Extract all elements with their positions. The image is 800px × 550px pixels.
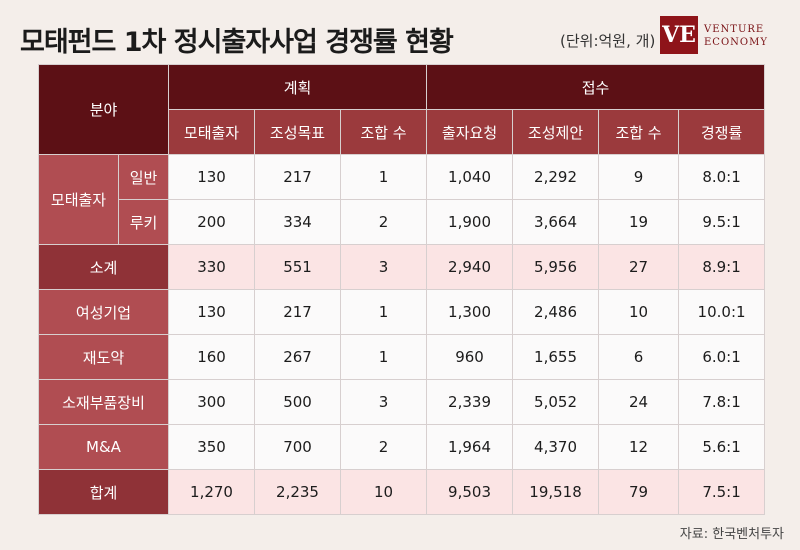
col-header: 조성제안 [512, 109, 600, 155]
logo-text-line1: VENTURE [704, 24, 765, 35]
table-cell: 2,292 [512, 154, 600, 200]
table-cell: 1,040 [426, 154, 514, 200]
table-cell: 1 [340, 334, 428, 380]
row-label: 일반 [117, 154, 170, 200]
table-cell: 19 [598, 199, 680, 245]
col-header: 조성목표 [254, 109, 342, 155]
table-row: 재도약 160 267 1 960 1,655 6 6.0:1 [37, 334, 766, 380]
table-cell: 24 [598, 379, 680, 425]
table-cell: 1,964 [426, 424, 514, 470]
table-cell: 27 [598, 244, 680, 290]
table-cell: 1,900 [426, 199, 514, 245]
table-cell: 2,339 [426, 379, 514, 425]
table-cell: 9.5:1 [678, 199, 766, 245]
table-cell: 160 [168, 334, 256, 380]
row-label: 재도약 [37, 334, 170, 380]
table-cell: 3 [340, 244, 428, 290]
table-cell: 130 [168, 154, 256, 200]
table-cell: 19,518 [512, 469, 600, 515]
table-cell: 12 [598, 424, 680, 470]
table-cell: 10.0:1 [678, 289, 766, 335]
row-label: M&A [37, 424, 170, 470]
row-label: 루키 [117, 199, 170, 245]
table-cell: 79 [598, 469, 680, 515]
logo-text-line2: ECONOMY [704, 37, 768, 48]
table-cell: 10 [598, 289, 680, 335]
table-cell: 2 [340, 424, 428, 470]
table-cell: 3,664 [512, 199, 600, 245]
row-label: 소재부품장비 [37, 379, 170, 425]
table-cell: 10 [340, 469, 428, 515]
col-header: 조합 수 [340, 109, 428, 155]
table-cell: 6 [598, 334, 680, 380]
table-cell: 8.9:1 [678, 244, 766, 290]
table-row: 소재부품장비 300 500 3 2,339 5,052 24 7.8:1 [37, 379, 766, 425]
table-cell: 1 [340, 154, 428, 200]
table-cell: 217 [254, 154, 342, 200]
table-cell: 960 [426, 334, 514, 380]
plan-header: 계획 [168, 64, 428, 110]
competition-rate-table: 분야 계획 접수 모태출자 조성목표 조합 수 출자요청 조성제안 조합 수 경… [37, 64, 766, 515]
table-cell: 130 [168, 289, 256, 335]
table-cell: 551 [254, 244, 342, 290]
table-cell: 700 [254, 424, 342, 470]
col-header: 조합 수 [598, 109, 680, 155]
table-cell: 217 [254, 289, 342, 335]
table-cell: 1,300 [426, 289, 514, 335]
table-cell: 2,235 [254, 469, 342, 515]
row-label: 합계 [37, 469, 170, 515]
row-label: 소계 [37, 244, 170, 290]
table-row: 소계 330 551 3 2,940 5,956 27 8.9:1 [37, 244, 766, 290]
table-row: 여성기업 130 217 1 1,300 2,486 10 10.0:1 [37, 289, 766, 335]
logo-mark: VE [660, 16, 698, 54]
field-header: 분야 [37, 64, 170, 155]
receipt-header: 접수 [426, 64, 766, 110]
table-cell: 5,956 [512, 244, 600, 290]
table-cell: 1,270 [168, 469, 256, 515]
table-cell: 334 [254, 199, 342, 245]
table-cell: 350 [168, 424, 256, 470]
table-cell: 9 [598, 154, 680, 200]
table-cell: 8.0:1 [678, 154, 766, 200]
table-cell: 300 [168, 379, 256, 425]
table-cell: 1,655 [512, 334, 600, 380]
table-row: M&A 350 700 2 1,964 4,370 12 5.6:1 [37, 424, 766, 470]
col-header: 모태출자 [168, 109, 256, 155]
unit-label: (단위:억원, 개) [560, 32, 656, 50]
page-title: 모태펀드 1차 정시출자사업 경쟁률 현황 [20, 27, 454, 58]
table-cell: 7.5:1 [678, 469, 766, 515]
header: 모태펀드 1차 정시출자사업 경쟁률 현황 (단위:억원, 개) VE VENT… [20, 12, 780, 60]
table-cell: 4,370 [512, 424, 600, 470]
table-cell: 6.0:1 [678, 334, 766, 380]
venture-economy-logo: VE VENTURE ECONOMY [660, 16, 780, 56]
table-cell: 1 [340, 289, 428, 335]
row-label: 여성기업 [37, 289, 170, 335]
table-cell: 267 [254, 334, 342, 380]
table-cell: 500 [254, 379, 342, 425]
table-cell: 5.6:1 [678, 424, 766, 470]
table-row: 루키 200 334 2 1,900 3,664 19 9.5:1 [39, 199, 766, 245]
table-cell: 7.8:1 [678, 379, 766, 425]
table-cell: 9,503 [426, 469, 514, 515]
table-cell: 2 [340, 199, 428, 245]
table-cell: 2,940 [426, 244, 514, 290]
row-group-label: 모태출자 [38, 154, 119, 245]
table-cell: 5,052 [512, 379, 600, 425]
col-header: 경쟁률 [678, 109, 766, 155]
table-cell: 330 [168, 244, 256, 290]
table-cell: 2,486 [512, 289, 600, 335]
col-header: 출자요청 [426, 109, 514, 155]
table-cell: 3 [340, 379, 428, 425]
table-cell: 200 [168, 199, 256, 245]
table-row: 합계 1,270 2,235 10 9,503 19,518 79 7.5:1 [37, 469, 766, 515]
table-row: 모태출자 일반 130 217 1 1,040 2,292 9 8.0:1 [38, 154, 766, 245]
source-note: 자료: 한국벤처투자 [679, 527, 784, 542]
